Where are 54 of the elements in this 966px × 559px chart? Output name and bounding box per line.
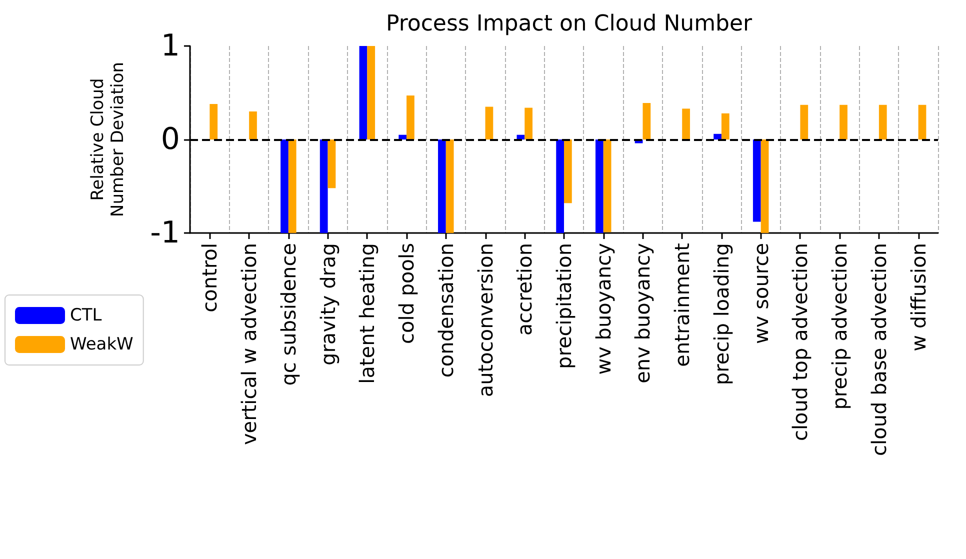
bar (438, 140, 446, 233)
x-tick-label: vertical w advection (237, 243, 262, 446)
x-tick-label: cloud top advection (788, 243, 812, 442)
x-tick-label: latent heating (355, 243, 380, 384)
x-tick-label: precip loading (709, 243, 734, 386)
x-tick-label: qc subsidence (276, 243, 300, 386)
bar (249, 111, 257, 140)
bar (367, 46, 376, 140)
bar (485, 106, 494, 140)
x-tick-label: w diffusion (906, 243, 930, 352)
x-tick-label: control (198, 243, 222, 312)
y-tick-label: -1 (150, 216, 180, 250)
bar (878, 104, 887, 140)
bar (721, 113, 730, 140)
x-tick-label: cold pools (394, 243, 419, 344)
bar (280, 140, 288, 233)
x-tick-label: gravity drag (316, 243, 340, 366)
bar (603, 140, 612, 232)
chart-title: Process Impact on Cloud Number (386, 12, 754, 36)
bar (564, 140, 572, 204)
bar (918, 104, 926, 140)
bar (398, 134, 407, 140)
y-tick-label: 0 (160, 122, 180, 157)
x-tick-label: cloud base advection (866, 243, 891, 456)
bar (320, 140, 328, 233)
bar (682, 108, 690, 140)
x-tick-label: precip advection (828, 243, 852, 410)
y-axis-title: Relative Cloud Number Deviation (88, 62, 128, 218)
bar (524, 108, 533, 140)
legend-label: CTL (70, 306, 102, 326)
bar (760, 140, 769, 233)
x-tick-label: autoconversion (473, 243, 498, 398)
x-tick-label: accretion (512, 243, 537, 336)
legend-label: WeakW (70, 334, 134, 354)
x-tick-label: entrainment (670, 242, 694, 367)
bar (840, 104, 848, 140)
bar (752, 140, 761, 222)
bar (288, 140, 296, 233)
bar (406, 96, 414, 140)
bar (642, 103, 651, 140)
x-tick-label: precipitation (552, 243, 576, 369)
bar (328, 140, 336, 188)
bar (800, 104, 808, 140)
bar (359, 46, 368, 140)
bar (210, 104, 218, 140)
x-tick-label: wv source (748, 243, 773, 344)
bar (556, 140, 564, 233)
x-tick-label: wv buoyancy (591, 242, 616, 375)
bar (595, 140, 604, 233)
x-tick-label: env buoyancy (630, 242, 655, 384)
y-tick-label: 1 (160, 28, 180, 64)
bar (446, 140, 454, 233)
x-tick-label: condensation (434, 243, 458, 378)
bar (714, 134, 722, 140)
